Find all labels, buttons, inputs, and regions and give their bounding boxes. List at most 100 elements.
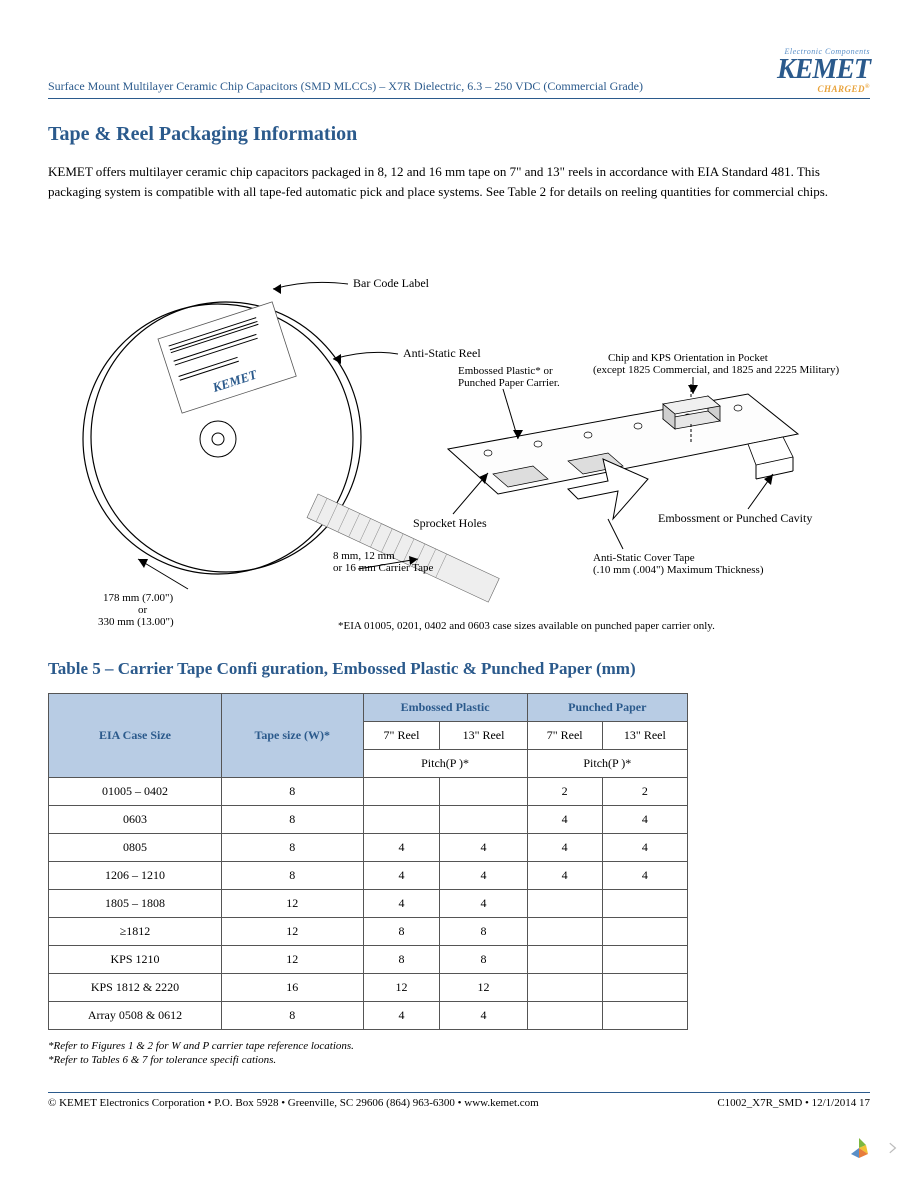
table-cell	[527, 946, 602, 974]
table-cell: 8	[440, 946, 527, 974]
footer-right: C1002_X7R_SMD • 12/1/2014 17	[717, 1097, 870, 1109]
section-paragraph: KEMET offers multilayer ceramic chip cap…	[48, 162, 870, 201]
table-cell: 4	[363, 862, 440, 890]
table-row: 1805 – 18081244	[49, 890, 688, 918]
label-antistatic-reel: Anti-Static Reel	[403, 346, 481, 360]
document-page: Surface Mount Multilayer Ceramic Chip Ca…	[0, 0, 918, 1129]
table-cell	[527, 890, 602, 918]
table-cell: ≥1812	[49, 918, 222, 946]
th-tape: Tape size (W)*	[221, 694, 363, 778]
table-cell: 8	[221, 862, 363, 890]
table-cell: 12	[221, 946, 363, 974]
table5: EIA Case Size Tape size (W)* Embossed Pl…	[48, 693, 688, 1030]
table-cell: 4	[440, 890, 527, 918]
table-cell: 4	[602, 806, 687, 834]
table-cell	[527, 1002, 602, 1030]
table-cell: 8	[363, 918, 440, 946]
table-cell: 12	[363, 974, 440, 1002]
table-cell: 4	[440, 1002, 527, 1030]
table-cell: 16	[221, 974, 363, 1002]
table-cell: 8	[221, 778, 363, 806]
table-cell: 8	[221, 834, 363, 862]
table-cell: 1206 – 1210	[49, 862, 222, 890]
table-cell: 0603	[49, 806, 222, 834]
table-cell	[440, 778, 527, 806]
th-punched: Punched Paper	[527, 694, 687, 722]
table-cell	[602, 1002, 687, 1030]
table-cell: 4	[440, 862, 527, 890]
table-cell	[363, 806, 440, 834]
document-subtitle: Surface Mount Multilayer Ceramic Chip Ca…	[48, 79, 643, 94]
table-row: 080584444	[49, 834, 688, 862]
table-cell	[602, 890, 687, 918]
table-cell: KPS 1210	[49, 946, 222, 974]
table-cell: 4	[363, 1002, 440, 1030]
section-title: Tape & Reel Packaging Information	[48, 123, 870, 146]
table5-footnotes: *Refer to Figures 1 & 2 for W and P carr…	[48, 1040, 870, 1066]
label-cover-tape: Anti-Static Cover Tape (.10 mm (.004") M…	[593, 552, 764, 576]
table-cell	[602, 918, 687, 946]
table-cell: 8	[363, 946, 440, 974]
table-cell: 01005 – 0402	[49, 778, 222, 806]
label-sprocket-holes: Sprocket Holes	[413, 516, 487, 530]
table-cell: 12	[440, 974, 527, 1002]
diagram-footnote: *EIA 01005, 0201, 0402 and 0603 case siz…	[338, 620, 715, 632]
table-row: 01005 – 04028 22	[49, 778, 688, 806]
th-emb-pitch: Pitch(P )*	[363, 750, 527, 778]
table-cell: 4	[527, 862, 602, 890]
logo-text: KEMET	[777, 56, 870, 84]
table-cell	[363, 778, 440, 806]
table-cell: KPS 1812 & 2220	[49, 974, 222, 1002]
label-embossment: Embossment or Punched Cavity	[658, 511, 812, 525]
label-barcode: Bar Code Label	[353, 276, 430, 290]
table-cell: 1805 – 1808	[49, 890, 222, 918]
next-page-button[interactable]	[880, 1135, 906, 1161]
color-swatch-icon[interactable]	[846, 1135, 872, 1161]
table-cell: 0805	[49, 834, 222, 862]
table-row: ≥18121288	[49, 918, 688, 946]
kemet-logo: Electronic Components KEMET CHARGED®	[777, 48, 870, 94]
table-cell	[527, 918, 602, 946]
footnote-2: *Refer to Tables 6 & 7 for tolerance spe…	[48, 1054, 870, 1066]
table-row: KPS 12101288	[49, 946, 688, 974]
table5-title: Table 5 – Carrier Tape Confi guration, E…	[48, 659, 870, 679]
tape-reel-diagram: KEMET Bar Code Label Anti-Static Reel	[48, 219, 870, 639]
table-cell: 2	[527, 778, 602, 806]
table-cell: 4	[602, 834, 687, 862]
table-row: Array 0508 & 0612844	[49, 1002, 688, 1030]
table-row: KPS 1812 & 2220161212	[49, 974, 688, 1002]
footer-left: © KEMET Electronics Corporation • P.O. B…	[48, 1097, 539, 1109]
table-cell: 2	[602, 778, 687, 806]
th-pun-13: 13" Reel	[602, 722, 687, 750]
table-row: 06038 44	[49, 806, 688, 834]
table-cell: 8	[221, 806, 363, 834]
table-cell	[602, 946, 687, 974]
page-header: Surface Mount Multilayer Ceramic Chip Ca…	[48, 48, 870, 99]
table-cell	[440, 806, 527, 834]
th-pun-7: 7" Reel	[527, 722, 602, 750]
table-cell	[527, 974, 602, 1002]
table-cell: 8	[440, 918, 527, 946]
table-row: 1206 – 121084444	[49, 862, 688, 890]
label-reel-size: 178 mm (7.00") or 330 mm (13.00")	[98, 592, 176, 628]
table-cell: 4	[527, 806, 602, 834]
th-embossed: Embossed Plastic	[363, 694, 527, 722]
logo-subtext: CHARGED®	[777, 84, 870, 94]
label-chip-orientation: Chip and KPS Orientation in Pocket (exce…	[593, 352, 840, 376]
table-cell: 4	[527, 834, 602, 862]
table-cell: 4	[363, 890, 440, 918]
th-emb-7: 7" Reel	[363, 722, 440, 750]
th-pun-pitch: Pitch(P )*	[527, 750, 687, 778]
table-cell	[602, 974, 687, 1002]
table-cell: 12	[221, 918, 363, 946]
footnote-1: *Refer to Figures 1 & 2 for W and P carr…	[48, 1040, 870, 1052]
table-cell: 4	[440, 834, 527, 862]
table-cell: Array 0508 & 0612	[49, 1002, 222, 1030]
viewer-controls	[0, 1129, 918, 1181]
table-cell: 4	[602, 862, 687, 890]
table-cell: 12	[221, 890, 363, 918]
table-cell: 8	[221, 1002, 363, 1030]
th-emb-13: 13" Reel	[440, 722, 527, 750]
table-cell: 4	[363, 834, 440, 862]
th-case: EIA Case Size	[49, 694, 222, 778]
